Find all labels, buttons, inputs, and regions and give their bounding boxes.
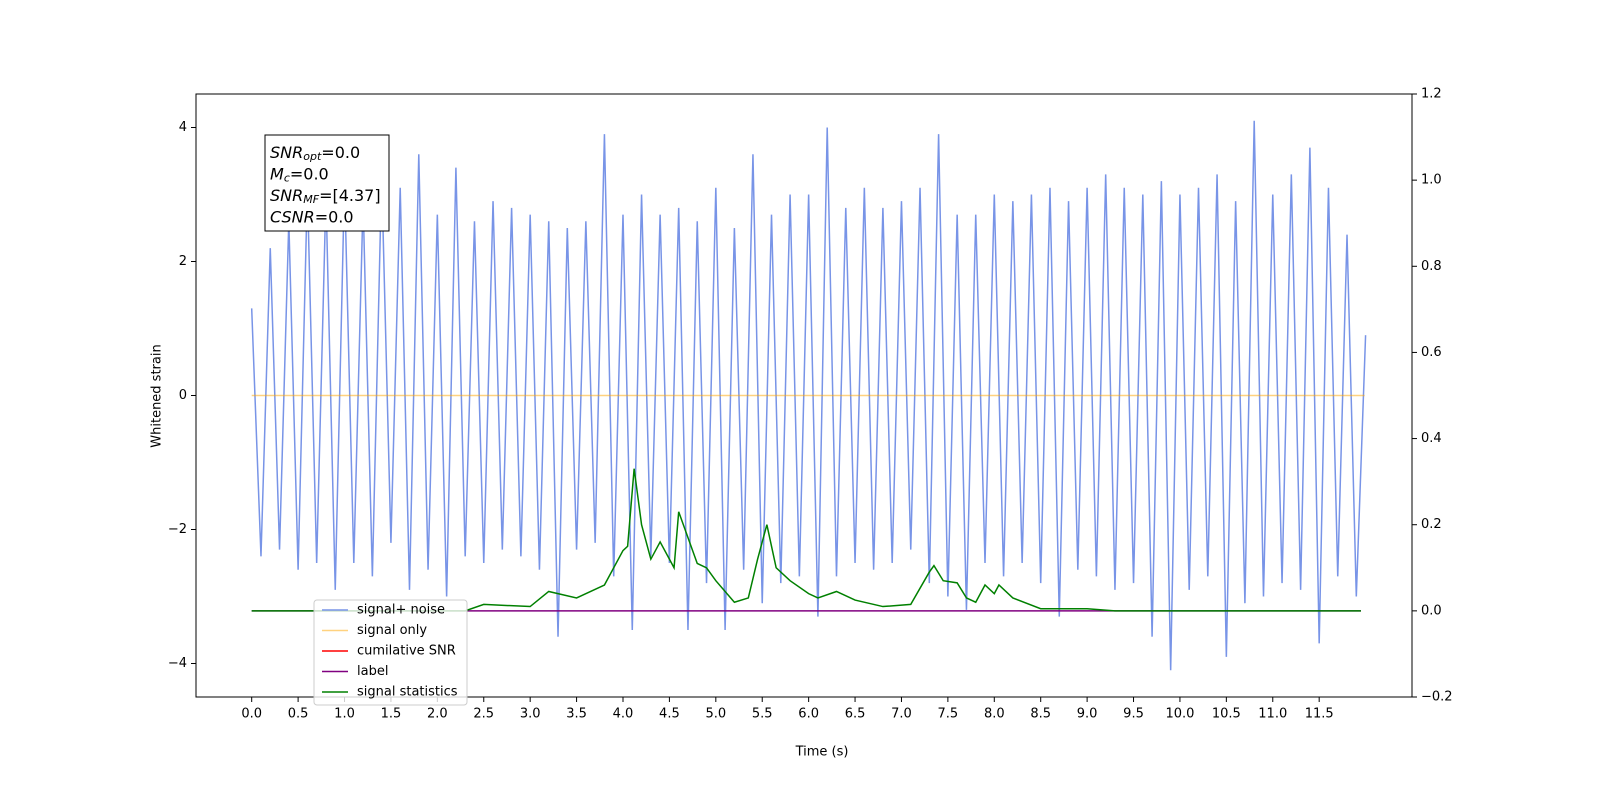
x-tick-label: 2.5 bbox=[473, 707, 494, 722]
annotation-name: M bbox=[270, 164, 284, 183]
y-tick-label: 0 bbox=[179, 388, 187, 403]
annotation-text: =0.0 bbox=[290, 164, 329, 183]
x-tick-label: 0.5 bbox=[288, 707, 309, 722]
legend-label: label bbox=[357, 664, 388, 679]
annotation-name: CSNR bbox=[270, 207, 315, 226]
legend: signal+ noise signal only cumilative SNR la… bbox=[313, 599, 468, 706]
y2-tick-label: 0.4 bbox=[1421, 431, 1442, 446]
annotation-line: Mc=0.0 bbox=[270, 164, 329, 185]
y-tick-label: −2 bbox=[168, 522, 187, 537]
x-tick-label: 11.5 bbox=[1305, 707, 1334, 722]
x-tick-label: 3.0 bbox=[520, 707, 541, 722]
plot-frame bbox=[195, 93, 1413, 698]
annotation-sub: c bbox=[284, 172, 290, 185]
series-line bbox=[251, 468, 1361, 612]
annotation-text: =0.0 bbox=[321, 143, 360, 162]
x-tick-label: 11.0 bbox=[1258, 707, 1287, 722]
x-tick-label: 6.0 bbox=[798, 707, 819, 722]
annotation-name: SNR bbox=[270, 143, 303, 162]
x-tick-label: 10.0 bbox=[1165, 707, 1194, 722]
legend-label: cumilative SNR bbox=[357, 644, 456, 659]
annotation-line: SNRMF=[4.37] bbox=[270, 186, 381, 207]
x-tick-label: 4.5 bbox=[659, 707, 680, 722]
x-tick-label: 8.0 bbox=[984, 707, 1005, 722]
x-tick-label: 2.0 bbox=[427, 707, 448, 722]
annotation-sub: opt bbox=[303, 150, 322, 163]
annotation-text: =[4.37] bbox=[319, 186, 381, 205]
x-tick-label: 3.5 bbox=[566, 707, 587, 722]
x-tick-label: 9.0 bbox=[1077, 707, 1098, 722]
y2-tick-label: 1.0 bbox=[1421, 173, 1442, 188]
y2-tick-label: 0.8 bbox=[1421, 259, 1442, 274]
annotation-text: =0.0 bbox=[315, 207, 354, 226]
x-tick-label: 8.5 bbox=[1030, 707, 1051, 722]
annotation-sub: MF bbox=[303, 193, 319, 206]
y2-tick-label: 0.2 bbox=[1421, 517, 1442, 532]
annotation-line: CSNR=0.0 bbox=[270, 207, 354, 226]
x-tick-label: 0.0 bbox=[241, 707, 262, 722]
y-tick-label: 4 bbox=[179, 120, 187, 135]
x-tick-label: 7.0 bbox=[891, 707, 912, 722]
x-tick-label: 10.5 bbox=[1212, 707, 1241, 722]
y2-tick-label: −0.2 bbox=[1421, 690, 1453, 705]
annotation-box bbox=[264, 134, 390, 232]
y-tick-label: −4 bbox=[168, 656, 187, 671]
legend-label: signal statistics bbox=[357, 685, 458, 700]
legend-label: signal only bbox=[357, 623, 427, 638]
x-tick-label: 9.5 bbox=[1123, 707, 1144, 722]
x-tick-label: 1.5 bbox=[381, 707, 402, 722]
x-tick-label: 1.0 bbox=[334, 707, 355, 722]
x-tick-label: 4.0 bbox=[613, 707, 634, 722]
y2-tick-label: 0.0 bbox=[1421, 603, 1442, 618]
x-tick-label: 7.5 bbox=[938, 707, 959, 722]
annotation-name: SNR bbox=[270, 186, 303, 205]
x-tick-label: 5.5 bbox=[752, 707, 773, 722]
annotation-line: SNRopt=0.0 bbox=[270, 143, 360, 164]
legend-label: signal+ noise bbox=[357, 603, 445, 618]
x-tick-label: 5.0 bbox=[705, 707, 726, 722]
series-line bbox=[250, 120, 1367, 671]
legend-box bbox=[313, 599, 468, 706]
x-axis-label: Time (s) bbox=[795, 745, 849, 760]
y-tick-label: 2 bbox=[179, 254, 187, 269]
x-tick-label: 6.5 bbox=[845, 707, 866, 722]
y-axis-label: Whitened strain bbox=[150, 344, 165, 447]
y2-tick-label: 0.6 bbox=[1421, 345, 1442, 360]
y2-tick-label: 1.2 bbox=[1421, 87, 1442, 102]
